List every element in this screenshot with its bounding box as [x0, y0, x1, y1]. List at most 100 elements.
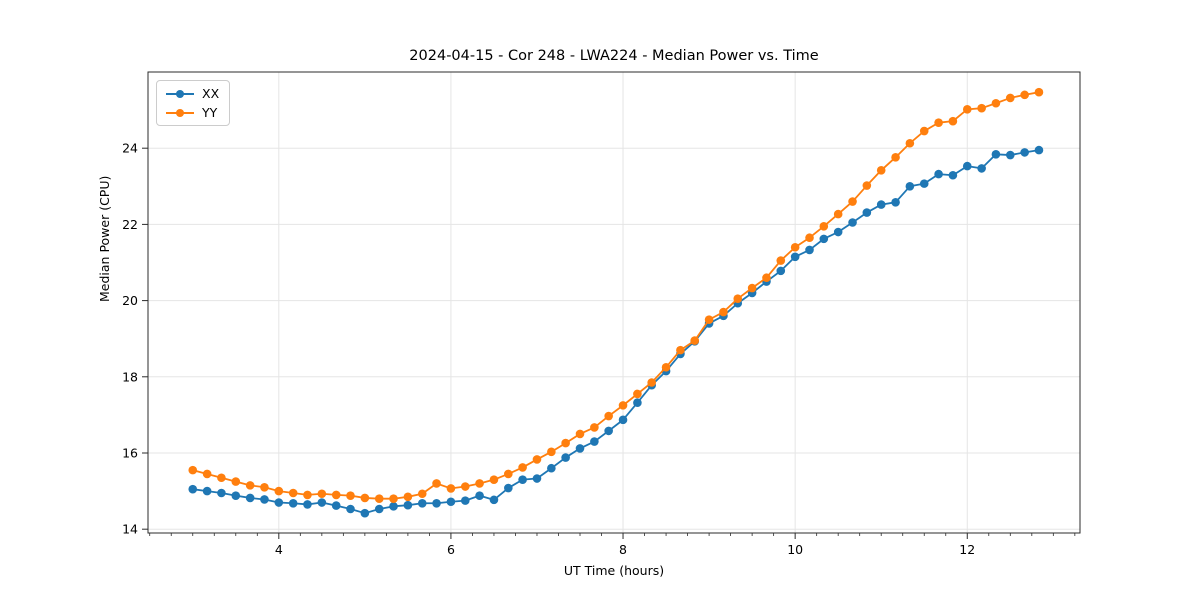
y-tick-label: 16 — [122, 445, 138, 460]
series-yy-marker — [790, 242, 800, 252]
series-xx-marker — [962, 161, 972, 171]
series-yy-marker — [331, 490, 341, 500]
x-tick-label: 6 — [447, 542, 455, 557]
series-xx-marker — [905, 181, 915, 191]
series-xx-marker — [833, 227, 843, 237]
series-xx-marker — [317, 498, 327, 507]
x-axis-label: UT Time (hours) — [563, 563, 665, 578]
series-xx-line — [192, 149, 1040, 515]
series-yy-marker — [776, 256, 786, 265]
series-xx-marker — [217, 488, 226, 498]
series-xx-marker — [346, 504, 355, 514]
series-yy-marker — [374, 494, 384, 504]
series-xx-marker — [991, 149, 1001, 159]
series-yy-marker — [245, 481, 255, 490]
series-yy-marker — [604, 411, 613, 421]
series-yy-line — [192, 91, 1040, 500]
y-tick-label: 18 — [122, 369, 138, 384]
series-xx-marker — [1005, 150, 1015, 160]
series-xx-marker — [504, 483, 513, 493]
series-xx-marker — [360, 508, 370, 518]
series-xx-marker — [245, 493, 255, 503]
series-yy-marker — [489, 475, 499, 484]
x-tick-label: 4 — [275, 542, 283, 557]
series-yy-marker — [590, 423, 599, 432]
series-yy-marker — [833, 209, 843, 219]
series-xx-marker — [202, 486, 212, 496]
series-xx-marker — [489, 495, 499, 505]
series-yy-marker — [747, 283, 757, 293]
series-yy-marker — [260, 482, 269, 492]
legend-line-marker-xx-icon — [166, 89, 194, 99]
series-yy-marker — [346, 491, 355, 500]
series-yy-marker — [862, 181, 872, 190]
series-yy-marker — [547, 447, 556, 457]
series-xx-marker — [403, 500, 413, 510]
x-tick-label: 8 — [619, 542, 627, 557]
series-yy-marker — [719, 307, 728, 317]
series-xx-marker — [547, 463, 556, 473]
series-yy-marker — [977, 103, 986, 113]
series-yy-marker — [403, 492, 413, 502]
series-yy-marker — [661, 362, 671, 372]
legend-item-yy: YY — [166, 105, 219, 120]
legend-label-yy: YY — [202, 105, 218, 120]
series-xx-marker — [1020, 148, 1029, 157]
series-xx-marker — [848, 218, 857, 227]
series-xx-marker — [977, 164, 986, 173]
legend-label-xx: XX — [202, 86, 220, 101]
legend-item-xx: XX — [166, 86, 219, 101]
series-xx-marker — [790, 252, 800, 262]
series-xx-marker — [446, 497, 456, 507]
series-yy-marker — [446, 484, 456, 493]
series-xx-marker — [288, 498, 298, 508]
series-yy-marker — [288, 488, 298, 498]
series-yy-marker — [934, 118, 943, 127]
series-xx-marker — [604, 426, 613, 436]
legend: XX YY — [156, 80, 231, 126]
series-yy-marker — [805, 233, 814, 243]
y-tick-label: 20 — [122, 293, 138, 308]
series-xx-marker — [819, 234, 829, 244]
series-xx-marker — [805, 245, 814, 255]
series-xx-marker — [475, 491, 484, 500]
y-tick-label: 14 — [122, 522, 138, 537]
series-yy-marker — [360, 493, 370, 503]
series-xx-marker — [618, 415, 628, 425]
series-xx-marker — [1034, 145, 1044, 155]
series-yy-marker — [475, 479, 484, 488]
series-xx-marker — [575, 444, 585, 453]
series-yy-marker — [575, 429, 585, 439]
series-xx-marker — [188, 484, 198, 494]
series-xx-marker — [331, 501, 341, 510]
series-yy-marker — [561, 438, 570, 448]
series-xx-marker — [460, 496, 470, 505]
series-xx-marker — [590, 437, 599, 446]
series-xx-marker — [260, 495, 269, 504]
series-yy-marker — [518, 463, 527, 472]
series-yy-marker — [504, 469, 513, 479]
series-yy-marker — [1020, 90, 1029, 100]
series-yy-marker — [848, 197, 857, 206]
series-yy-marker — [432, 479, 441, 488]
series-xx-marker — [389, 502, 398, 511]
series-yy-marker — [460, 482, 470, 491]
series-xx-marker — [374, 504, 384, 514]
chart-title: 2024-04-15 - Cor 248 - LWA224 - Median P… — [409, 48, 819, 64]
y-tick-label: 24 — [122, 141, 138, 156]
series-yy-marker — [1034, 87, 1044, 97]
series-yy-marker — [389, 494, 398, 504]
series-xx-marker — [934, 169, 943, 179]
series-yy-marker — [618, 401, 628, 410]
legend-line-marker-yy-icon — [166, 108, 194, 118]
series-yy-marker — [819, 222, 829, 231]
y-tick-label: 22 — [122, 217, 138, 232]
series-xx-marker — [274, 498, 284, 507]
plot-frame — [147, 71, 1081, 534]
series-yy-marker — [647, 378, 656, 387]
series-xx-marker — [862, 208, 872, 217]
series-yy-marker — [962, 105, 972, 114]
series-yy-marker — [690, 336, 700, 345]
